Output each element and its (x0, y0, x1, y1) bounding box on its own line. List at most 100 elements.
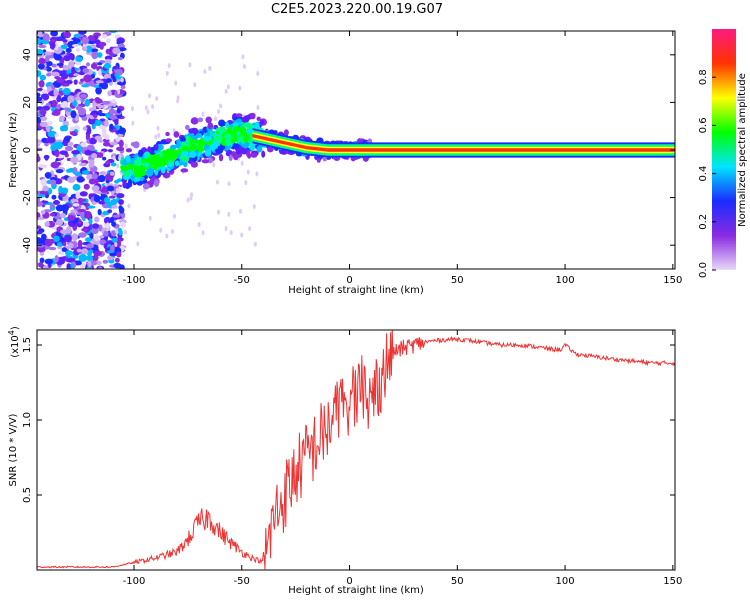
spectrogram-noise-dot (63, 31, 72, 39)
spectrogram-noise-dot (62, 241, 67, 247)
spectrogram-noise-dot (38, 80, 45, 88)
spectrogram-noise-dot (188, 62, 192, 68)
spectrogram-noise-dot (87, 41, 96, 45)
spectrogram-noise-dot (109, 31, 118, 34)
spectrogram-noise-dot (67, 61, 75, 68)
spectrogram-noise-dot (75, 191, 81, 200)
spectrogram-tone-dot (142, 183, 150, 190)
spectrogram-tone-dot (223, 133, 232, 140)
spectrogram-noise-dot (112, 214, 121, 218)
spectrogram-noise-dot (40, 178, 48, 187)
spectrogram-noise-dot (238, 85, 242, 91)
spectrogram-noise-dot (109, 123, 114, 131)
spectrogram-noise-dot (111, 198, 118, 205)
spectrogram-noise-dot (108, 195, 116, 199)
spectrogram-noise-dot (113, 262, 122, 269)
spectrogram-noise-dot (93, 194, 101, 203)
spectrogram-noise-dot (81, 36, 90, 45)
spectrogram-noise-dot (61, 100, 69, 108)
spectrogram-noise-dot (111, 237, 118, 243)
spectrogram-noise-dot (59, 229, 69, 235)
colorbar-tick-label: 0.2 (698, 214, 709, 230)
spectrogram-noise-dot (57, 256, 66, 265)
spectrogram-tone-dot (250, 152, 258, 158)
spectrogram-noise-dot (108, 107, 115, 115)
snr-y-label: SNR (10 * V/V) (8, 413, 19, 486)
spectrogram-tone-dot (187, 132, 195, 137)
spectrogram-tone-dot (179, 136, 186, 143)
snr-x-label: Height of straight line (km) (288, 585, 424, 596)
spectrogram-noise-dot (116, 108, 121, 114)
spectrogram-noise-dot (165, 70, 169, 76)
spectrogram-noise-dot (98, 83, 104, 88)
spectrogram-noise-dot (38, 44, 47, 49)
spectrogram-noise-dot (37, 49, 44, 56)
spectrogram-noise-dot (151, 104, 155, 110)
spectrogram-data (37, 31, 675, 269)
spectrogram-noise-dot (81, 84, 89, 88)
spectrogram-noise-dot (37, 31, 43, 38)
spectrogram-tone-dot (242, 142, 249, 149)
spectrogram-noise-dot (85, 45, 93, 53)
spectrogram-noise-dot (120, 77, 124, 83)
y-tick-label: 40 (22, 48, 33, 61)
y-tick-label: 20 (22, 96, 33, 109)
spectrogram-noise-dot (91, 173, 98, 180)
spectrogram-noise-dot (84, 98, 90, 107)
spectrogram-noise-dot (110, 245, 115, 253)
spectrogram-noise-dot (227, 211, 231, 217)
spectrogram-noise-dot (91, 185, 100, 192)
spectrogram-noise-dot (109, 252, 117, 257)
spectrogram-y-label: Frequency (Hz) (8, 112, 19, 188)
spectrogram-noise-dot (67, 176, 76, 183)
spectrogram-x-label: Height of straight line (km) (288, 285, 424, 296)
spectrogram-noise-dot (49, 41, 56, 49)
spectrogram-tone-dot (121, 166, 127, 172)
spectrogram-tone-dot (230, 130, 237, 137)
spectrogram-tone-dot (155, 154, 161, 161)
spectrogram-noise-dot (114, 242, 118, 248)
spectrogram-noise-dot (112, 65, 119, 70)
snr-panel: -100 -50 0 50 100 150 0.5 1.0 1.5 Height of str… (7, 326, 682, 596)
spectrogram-tone-dot (145, 168, 154, 177)
snr-multiplier-close: ) (10, 326, 21, 330)
spectrogram-noise-dot (117, 133, 124, 138)
spectrogram-tone-dot (170, 144, 177, 150)
spectrogram-noise-dot (97, 266, 103, 269)
spectrogram-noise-dot (87, 205, 96, 209)
spectrogram-noise-dot (54, 141, 64, 150)
y-tick-label: 0 (22, 147, 33, 153)
spectrogram-tone-dot (213, 134, 220, 141)
spectrogram-noise-dot (70, 130, 78, 136)
spectrogram-noise-dot (49, 177, 58, 181)
snr-series-line (37, 330, 675, 570)
spectrogram-tone-dot (225, 121, 230, 129)
spectrogram-tone-dot (236, 118, 243, 124)
spectrogram-noise-dot (104, 173, 111, 181)
y-tick-label: 1.0 (22, 412, 33, 428)
spectrogram-noise-dot (90, 260, 98, 266)
spectrogram-noise-dot (53, 235, 60, 243)
spectrogram-noise-dot (37, 231, 43, 235)
spectrogram-noise-dot (53, 54, 62, 61)
spectrogram-tone-dot (133, 177, 141, 182)
spectrogram-noise-dot (186, 197, 190, 203)
spectrogram-noise-dot (87, 35, 96, 43)
spectrogram-noise-dot (214, 116, 218, 122)
spectrogram-noise-dot (86, 255, 94, 262)
spectrogram-tone-dot (125, 163, 134, 172)
y-tick-label: -40 (22, 237, 33, 253)
spectrogram-noise-dot (124, 229, 128, 235)
colorbar-tick-label: 0.6 (698, 117, 709, 133)
spectrogram-tone-dot (137, 165, 145, 171)
spectrogram-noise-dot (37, 143, 41, 147)
spectrogram-noise-dot (74, 96, 81, 101)
spectrogram-tone-dot (201, 159, 210, 164)
spectrogram-tone-dot (256, 116, 261, 122)
spectrogram-tone-dot (160, 166, 166, 174)
spectrogram-noise-dot (203, 69, 207, 75)
spectrogram-noise-dot (37, 154, 40, 162)
spectrogram-noise-dot (120, 221, 126, 228)
spectrogram-tone-dot (188, 128, 195, 134)
